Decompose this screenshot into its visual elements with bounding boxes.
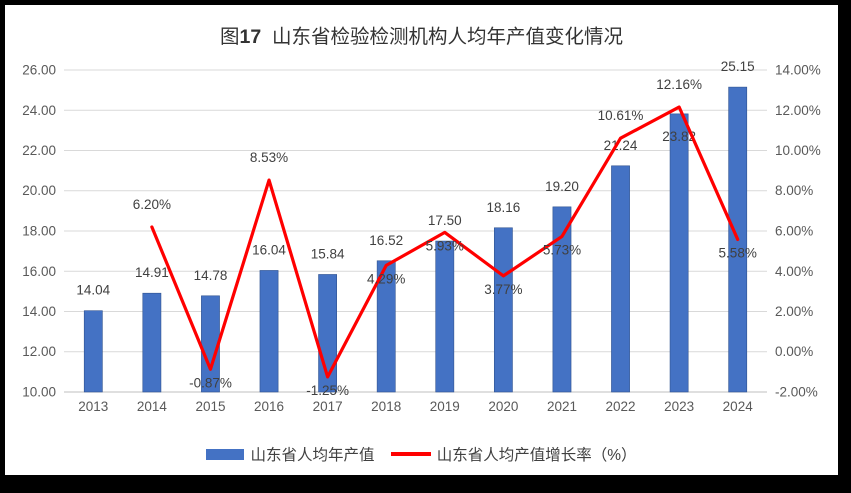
svg-text:5.73%: 5.73% xyxy=(543,242,581,257)
svg-text:16.52: 16.52 xyxy=(369,233,403,248)
svg-text:6.00%: 6.00% xyxy=(775,224,813,239)
svg-text:14.78: 14.78 xyxy=(194,268,228,283)
svg-text:24.00: 24.00 xyxy=(22,103,56,118)
svg-text:2017: 2017 xyxy=(313,399,343,414)
svg-text:4.00%: 4.00% xyxy=(775,264,813,279)
svg-text:2020: 2020 xyxy=(488,399,518,414)
svg-text:26.00: 26.00 xyxy=(22,63,56,78)
svg-text:8.53%: 8.53% xyxy=(250,150,288,165)
svg-text:2016: 2016 xyxy=(254,399,284,414)
svg-text:16.04: 16.04 xyxy=(252,242,286,257)
svg-text:2021: 2021 xyxy=(547,399,577,414)
svg-text:3.77%: 3.77% xyxy=(484,282,522,297)
svg-text:2022: 2022 xyxy=(605,399,635,414)
svg-text:2024: 2024 xyxy=(723,399,754,414)
svg-text:-1.25%: -1.25% xyxy=(306,383,349,398)
svg-text:6.20%: 6.20% xyxy=(133,197,171,212)
svg-text:14.00: 14.00 xyxy=(22,304,56,319)
svg-text:-0.87%: -0.87% xyxy=(189,375,232,390)
svg-text:2018: 2018 xyxy=(371,399,401,414)
svg-text:5.58%: 5.58% xyxy=(719,246,757,261)
svg-text:4.29%: 4.29% xyxy=(367,271,405,286)
svg-text:2013: 2013 xyxy=(78,399,108,414)
svg-text:12.16%: 12.16% xyxy=(656,77,702,92)
svg-text:10.00: 10.00 xyxy=(22,385,56,400)
svg-text:14.04: 14.04 xyxy=(76,283,110,298)
svg-text:12.00: 12.00 xyxy=(22,344,56,359)
svg-text:15.84: 15.84 xyxy=(311,247,345,262)
svg-text:8.00%: 8.00% xyxy=(775,183,813,198)
svg-text:14.00%: 14.00% xyxy=(775,63,821,78)
svg-text:25.15: 25.15 xyxy=(721,59,755,74)
svg-text:20.00: 20.00 xyxy=(22,183,56,198)
svg-text:2014: 2014 xyxy=(137,399,168,414)
svg-text:2.00%: 2.00% xyxy=(775,304,813,319)
svg-text:19.20: 19.20 xyxy=(545,179,579,194)
svg-text:5.93%: 5.93% xyxy=(426,238,464,253)
svg-text:0.00%: 0.00% xyxy=(775,344,813,359)
svg-text:-2.00%: -2.00% xyxy=(775,385,818,400)
svg-text:10.61%: 10.61% xyxy=(598,108,644,123)
svg-text:18.16: 18.16 xyxy=(487,200,521,215)
svg-text:14.91: 14.91 xyxy=(135,265,169,280)
svg-text:2019: 2019 xyxy=(430,399,460,414)
svg-text:12.00%: 12.00% xyxy=(775,103,821,118)
svg-text:2015: 2015 xyxy=(195,399,225,414)
svg-text:16.00: 16.00 xyxy=(22,264,56,279)
svg-text:18.00: 18.00 xyxy=(22,224,56,239)
svg-text:17.50: 17.50 xyxy=(428,213,462,228)
svg-text:2023: 2023 xyxy=(664,399,694,414)
svg-text:10.00%: 10.00% xyxy=(775,143,821,158)
svg-text:22.00: 22.00 xyxy=(22,143,56,158)
